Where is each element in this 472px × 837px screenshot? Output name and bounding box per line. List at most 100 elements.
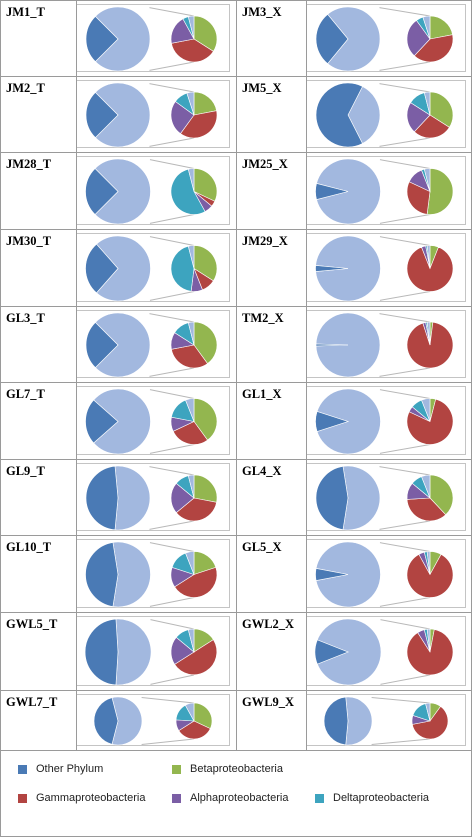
main-pie-expanded-slice-gl3-t xyxy=(94,312,151,378)
sample-label-gwl7-t: GWL7_T xyxy=(6,695,58,709)
breakdown-slice-betaproteobacteria-gwl7-t xyxy=(193,702,213,730)
pie-panel-gl3-t: GL3_T xyxy=(6,310,230,378)
main-pie-expanded-slice-gwl2-x xyxy=(316,618,382,686)
breakdown-slice-gammaproteobacteria-jm5-x xyxy=(413,114,450,139)
legend-label-deltaproteobacteria: Deltaproteobacteria xyxy=(333,792,430,804)
legend-item-gammaproteobacteria: Gammaproteobacteria xyxy=(18,792,145,804)
sample-label-jm30-t: JM30_T xyxy=(6,234,52,248)
breakdown-slice-gammaproteobacteria-gl7-t xyxy=(172,421,208,445)
sample-label-gl3-t: GL3_T xyxy=(6,311,46,325)
legend-item-other-phylum: Other Phylum xyxy=(18,763,103,775)
legend-item-betaproteobacteria: Betaproteobacteria xyxy=(172,763,283,775)
sample-label-jm25-x: JM25_X xyxy=(242,157,288,171)
pie-panel-gwl9-x: GWL9_X xyxy=(242,694,466,746)
connector-bottom-gl3-t xyxy=(149,367,195,377)
sample-label-jm2-t: JM2_T xyxy=(6,81,46,95)
main-pie-expanded-slice-gl10-t xyxy=(112,541,151,608)
connector-bottom-gl7-t xyxy=(149,444,195,454)
legend-item-deltaproteobacteria: Deltaproteobacteria xyxy=(315,792,429,804)
connector-top-gl5-x xyxy=(379,542,431,552)
connector-bottom-jm25-x xyxy=(379,214,431,224)
connector-bottom-gwl5-t xyxy=(150,674,195,685)
connector-top-gl1-x xyxy=(379,389,431,399)
breakdown-slice-other-gl7-t xyxy=(185,398,195,422)
legend-swatch-other-phylum xyxy=(18,764,27,774)
connector-top-jm29-x xyxy=(379,236,431,246)
breakdown-slice-deltaproteobacteria-jm30-t xyxy=(170,245,195,292)
pie-panel-jm5-x: JM5_X xyxy=(242,80,466,148)
breakdown-slice-gammaproteobacteria-tm2-x xyxy=(406,321,454,369)
main-pie-other-phylum-slice-jm30-t xyxy=(85,243,119,294)
breakdown-slice-other-gl1-x xyxy=(421,398,431,422)
connector-bottom-gl5-x xyxy=(379,597,431,607)
main-pie-other-phylum-slice-gwl2-x xyxy=(314,639,349,665)
breakdown-slice-other-gwl9-x xyxy=(425,702,431,722)
legend-label-gammaproteobacteria: Gammaproteobacteria xyxy=(36,792,146,804)
breakdown-slice-other-gl3-t xyxy=(187,321,195,346)
breakdown-slice-betaproteobacteria-gl4-x xyxy=(429,474,454,516)
main-pie-expanded-slice-gl4-x xyxy=(342,465,381,531)
main-pie-other-phylum-slice-gl5-x xyxy=(315,568,349,581)
connector-bottom-jm3-x xyxy=(379,61,431,71)
sample-label-jm3-x: JM3_X xyxy=(242,5,282,19)
pie-panel-gwl2-x: GWL2_X xyxy=(242,616,466,686)
connector-top-gl9-t xyxy=(149,466,195,476)
main-pie-other-phylum-slice-jm28-t xyxy=(85,168,119,215)
connector-top-jm3-x xyxy=(379,7,431,17)
breakdown-slice-other-jm5-x xyxy=(423,91,431,116)
breakdown-slice-other-jm28-t xyxy=(187,168,195,192)
main-pie-other-phylum-slice-gwl7-t xyxy=(93,697,119,745)
main-pie-expanded-slice-jm3-x xyxy=(327,6,381,72)
connector-top-gwl2-x xyxy=(380,619,431,630)
main-pie-other-phylum-slice-gl4-x xyxy=(315,466,349,530)
connector-bottom-gl4-x xyxy=(379,520,431,530)
main-pie-other-phylum-slice-gwl5-t xyxy=(84,618,119,686)
main-pie-other-phylum-slice-jm25-x xyxy=(315,183,349,200)
sample-label-jm1-t: JM1_T xyxy=(6,5,46,19)
legend: Other Phylum Betaproteobacteria Gammapro… xyxy=(0,750,472,837)
breakdown-slice-other-jm3-x xyxy=(422,15,431,40)
connector-bottom-gwl7-t xyxy=(141,738,195,746)
breakdown-slice-other-tm2-x xyxy=(426,321,431,346)
main-pie-other-phylum-slice-jm3-x xyxy=(315,13,349,65)
connector-bottom-jm2-t xyxy=(149,137,195,147)
main-pie-other-phylum-slice-gl10-t xyxy=(85,542,119,607)
breakdown-slice-other-gl9-t xyxy=(187,474,195,499)
main-pie-expanded-slice-jm29-x xyxy=(315,235,381,302)
main-pie-expanded-slice-tm2-x xyxy=(315,312,381,378)
breakdown-slice-other-gl5-x xyxy=(426,551,431,575)
legend-item-alphaproteobacteria: Alphaproteobacteria xyxy=(172,792,288,804)
main-pie-expanded-slice-gl9-t xyxy=(114,465,151,531)
connector-bottom-jm30-t xyxy=(149,291,195,301)
connector-bottom-jm28-t xyxy=(149,214,195,224)
breakdown-slice-other-gwl2-x xyxy=(426,628,431,653)
main-pie-other-phylum-slice-gl3-t xyxy=(85,321,119,369)
main-pie-expanded-slice-jm28-t xyxy=(94,158,151,225)
pie-panel-gl5-x: GL5_X xyxy=(242,539,466,608)
pie-panel-tm2-x: TM2_X xyxy=(242,310,466,378)
pie-panel-jm2-t: JM2_T xyxy=(6,80,230,148)
main-pie-expanded-slice-jm25-x xyxy=(316,158,381,225)
pie-panel-jm1-t: JM1_T xyxy=(6,4,230,72)
breakdown-slice-gammaproteobacteria-gl5-x xyxy=(406,553,454,598)
pie-panel-gl4-x: GL4_X xyxy=(242,463,466,531)
pie-panel-gwl7-t: GWL7_T xyxy=(6,694,230,746)
connector-top-jm1-t xyxy=(149,7,195,17)
main-pie-other-phylum-slice-jm2-t xyxy=(85,91,119,139)
sample-label-gl7-t: GL7_T xyxy=(6,387,46,401)
breakdown-slice-other-gl4-x xyxy=(421,474,431,499)
sample-label-jm29-x: JM29_X xyxy=(242,234,288,248)
main-pie-expanded-slice-gwl9-x xyxy=(345,696,373,746)
breakdown-slice-other-jm25-x xyxy=(423,168,431,192)
breakdown-slice-alphaproteobacteria-jm2-t xyxy=(170,101,195,135)
pie-panel-gl10-t: GL10_T xyxy=(6,539,230,608)
connector-top-gl7-t xyxy=(149,389,195,399)
sample-label-gwl2-x: GWL2_X xyxy=(242,617,294,631)
sample-label-gwl5-t: GWL5_T xyxy=(6,617,58,631)
legend-swatch-betaproteobacteria xyxy=(172,764,181,774)
sample-label-gl10-t: GL10_T xyxy=(6,540,52,554)
sample-label-gl9-t: GL9_T xyxy=(6,464,46,478)
breakdown-slice-other-jm29-x xyxy=(426,245,431,269)
